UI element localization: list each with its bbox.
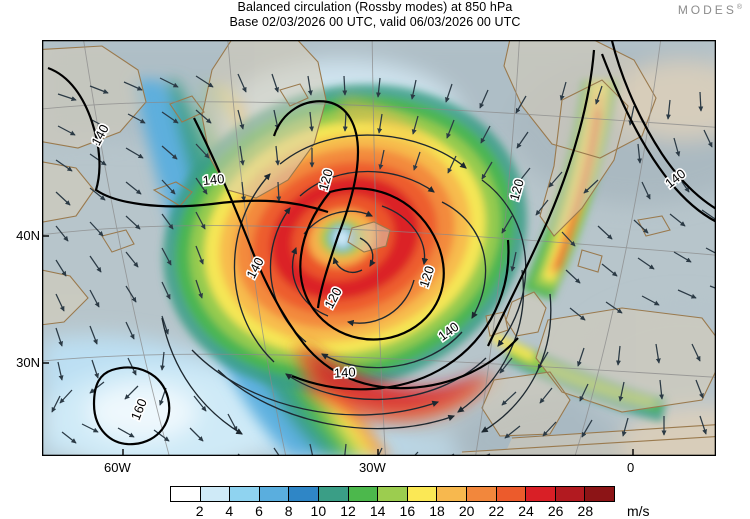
colorbar-tick-2: 2 [195,503,204,519]
colorbar-tick-6: 6 [255,503,263,519]
modes-brand-name: MODES [677,3,737,17]
svg-text:140: 140 [202,171,225,188]
colorbar-tick-16: 16 [399,503,416,519]
colorbar-tick-8: 8 [284,503,293,519]
x-axis-label-60w: 60W [104,460,131,475]
colorbar-segment-1 [200,487,231,501]
x-axis-label-0: 0 [627,460,635,475]
colorbar-tick-10: 10 [310,503,327,519]
colorbar-tick-24: 24 [518,503,534,519]
colorbar-segment-6 [348,487,379,501]
colorbar-segment-5 [318,487,349,501]
colorbar-wrap: 2 4 6 8 10 12 14 16 18 20 22 24 26 28 m/s [0,484,750,519]
colorbar-segment-11 [496,487,527,501]
colorbar-segment-9 [437,487,467,501]
registered-mark-icon: ® [736,4,742,11]
colorbar-segment-4 [289,487,319,501]
colorbar-tick-18: 18 [429,503,445,519]
colorbar-segment-2 [230,487,260,501]
colorbar-tick-4: 4 [225,503,234,519]
colorbar-tick-12: 12 [340,503,356,519]
chart-title-block: Balanced circulation (Rossby modes) at 8… [0,0,750,30]
colorbar-tick-22: 22 [488,503,505,519]
graticule [42,40,716,456]
colorbar-tick-26: 26 [547,503,564,519]
axis-ticks [42,235,634,456]
weather-map-svg[interactable]: 140 140 120 140 120 120 120 140 [42,40,716,456]
colorbar-units-label: m/s [627,503,650,519]
speed-shading-warm-conveyor [292,96,502,424]
geopotential-contours [47,40,716,446]
contour-label: 140 [332,363,358,382]
svg-text:140: 140 [334,364,356,380]
colorbar-segment-10 [466,487,497,501]
contour-label: 140 [200,169,226,189]
colorbar-tick-20: 20 [458,503,475,519]
modes-brand-logo: MODES® [678,3,742,17]
colorbar-segment-13 [555,487,586,501]
map-panel[interactable]: 140 140 120 140 120 120 120 140 [42,40,716,456]
colorbar-tick-14: 14 [369,503,386,519]
colorbar-segment-0 [171,487,201,501]
map-frame [42,40,716,456]
chart-title-subtitle: Base 02/03/2026 00 UTC, valid 06/03/2026… [229,15,521,29]
wind-vector-field [51,73,716,456]
coastlines [42,40,716,453]
colorbar-segment-3 [259,487,290,501]
colorbar-tick-28: 28 [577,503,594,519]
y-axis-label-40n: 40N [16,228,40,243]
colorbar-segment-14 [585,487,614,501]
map-content: 140 140 120 140 120 120 120 140 [42,40,716,456]
colorbar-segment-7 [378,487,408,501]
chart-title-primary: Balanced circulation (Rossby modes) at 8… [237,0,513,14]
x-axis-label-30w: 30W [359,460,386,475]
colorbar-segment-12 [526,487,556,501]
colorbar[interactable] [170,486,615,502]
y-axis-label-30n: 30N [16,355,40,370]
colorbar-segment-8 [407,487,438,501]
